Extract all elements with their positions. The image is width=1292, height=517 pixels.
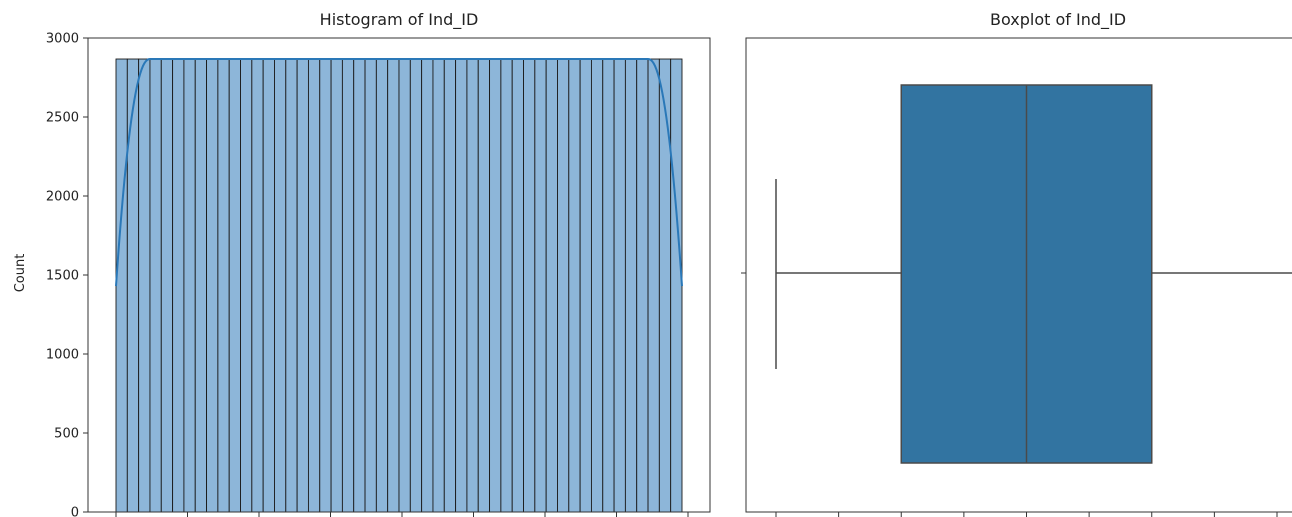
boxplot-x-ticks (775, 512, 1278, 517)
histogram-bar (613, 58, 626, 513)
histogram-y-axis-label: Count (13, 254, 28, 293)
histogram-bar (670, 58, 683, 513)
histogram-bar (217, 58, 230, 513)
histogram-bar (477, 58, 491, 513)
histogram-bar (251, 58, 264, 513)
histogram-y-tick-label: 0 (71, 506, 79, 517)
histogram-bar (172, 58, 185, 513)
histogram-bar (534, 58, 547, 513)
histogram-bar (194, 58, 208, 513)
histogram-bar (590, 58, 604, 513)
histogram-bar (307, 58, 321, 513)
histogram-bar (319, 58, 332, 513)
histogram-bar (341, 58, 355, 513)
histogram-bar (466, 58, 479, 513)
histogram-bar (274, 58, 287, 513)
histogram-bar (375, 58, 389, 513)
histogram-bar (579, 58, 592, 513)
histogram-bar (138, 58, 151, 513)
histogram-bar (240, 58, 253, 513)
histogram-bar (523, 58, 536, 513)
histogram-y-tick-label: 500 (54, 427, 79, 442)
histogram-bar (228, 58, 241, 513)
histogram-y-tick-label: 2500 (46, 111, 79, 126)
histogram-bar (206, 58, 219, 513)
histogram-bar (353, 58, 366, 513)
histogram-bar (160, 58, 174, 513)
histogram-bar (432, 58, 445, 513)
histogram-y-tick-label: 3000 (46, 32, 79, 47)
histogram-axes-frame (87, 37, 711, 513)
histogram-bar (126, 58, 140, 513)
histogram-bar (364, 58, 377, 513)
boxplot-title: Boxplot of Ind_ID (990, 10, 1126, 30)
histogram-bar (409, 58, 423, 513)
histogram-bar (636, 58, 649, 513)
histogram-bar (387, 58, 400, 513)
histogram-bar (149, 58, 162, 513)
histogram-y-tick-label: 1000 (46, 348, 79, 363)
histogram-plot: Histogram of Ind_ID Count 0 500 1000 1500 20… (13, 10, 711, 517)
histogram-x-ticks (115, 512, 689, 517)
histogram-bars (115, 58, 683, 513)
histogram-bar (624, 58, 638, 513)
histogram-bar (455, 58, 468, 513)
histogram-bar (545, 58, 558, 513)
histogram-kde-line (115, 58, 683, 287)
histogram-y-ticks: 0 500 1000 1500 2000 2500 3000 (46, 32, 88, 517)
histogram-bar (115, 58, 128, 513)
histogram-bar (285, 58, 298, 513)
histogram-title: Histogram of Ind_ID (320, 10, 479, 30)
histogram-bar (658, 58, 672, 513)
histogram-bar (511, 58, 524, 513)
histogram-bar (421, 58, 434, 513)
histogram-bar (500, 58, 513, 513)
histogram-y-tick-label: 2000 (46, 190, 79, 205)
boxplot-axes-frame (745, 37, 1292, 513)
histogram-bar (398, 58, 411, 513)
histogram-bar (557, 58, 570, 513)
histogram-bar (602, 58, 615, 513)
histogram-bar (296, 58, 309, 513)
boxplot-elements (775, 84, 1292, 464)
histogram-bar (262, 58, 275, 513)
boxplot-plot: Boxplot of Ind_ID (741, 10, 1292, 517)
histogram-bar (489, 58, 502, 513)
histogram-bar (647, 58, 660, 513)
histogram-y-tick-label: 1500 (46, 269, 79, 284)
histogram-bar (443, 58, 457, 513)
histogram-bar (330, 58, 343, 513)
histogram-bar (568, 58, 581, 513)
histogram-bar (183, 58, 196, 513)
